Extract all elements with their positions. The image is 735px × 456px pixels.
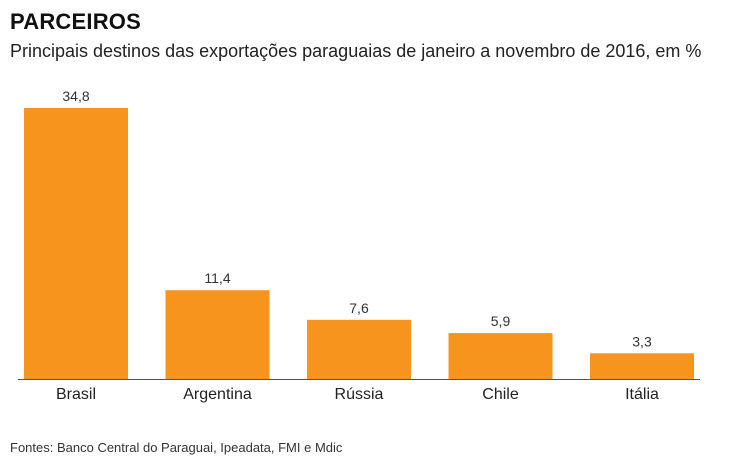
bar-chile: [448, 333, 553, 379]
value-label-argentina: 11,4: [204, 270, 230, 286]
bar-italia: [590, 353, 694, 379]
category-label-argentina: Argentina: [183, 386, 252, 403]
value-label-chile: 5,9: [491, 313, 511, 329]
value-label-brasil: 34,8: [62, 88, 89, 104]
category-labels-group: Brasil Argentina Rússia Chile Itália: [56, 386, 659, 403]
chart-subtitle: Principais destinos das exportações para…: [10, 41, 702, 61]
category-label-italia: Itália: [625, 386, 659, 403]
category-label-chile: Chile: [482, 386, 519, 403]
source-note: Fontes: Banco Central do Paraguai, Ipead…: [10, 440, 343, 455]
chart-title: PARCEIROS: [10, 9, 141, 34]
bar-argentina: [165, 290, 270, 379]
value-label-italia: 3,3: [632, 333, 652, 349]
bars-group: [24, 108, 694, 379]
bar-chart: 34,8 11,4 7,6 5,9 3,3 Brasil Argentina Rússia C…: [18, 88, 700, 403]
category-label-brasil: Brasil: [56, 386, 96, 403]
category-label-russia: Rússia: [335, 386, 384, 403]
bar-brasil: [24, 108, 128, 379]
value-label-russia: 7,6: [349, 300, 369, 316]
bar-russia: [307, 319, 411, 379]
value-labels-group: 34,8 11,4 7,6 5,9 3,3: [62, 88, 652, 349]
